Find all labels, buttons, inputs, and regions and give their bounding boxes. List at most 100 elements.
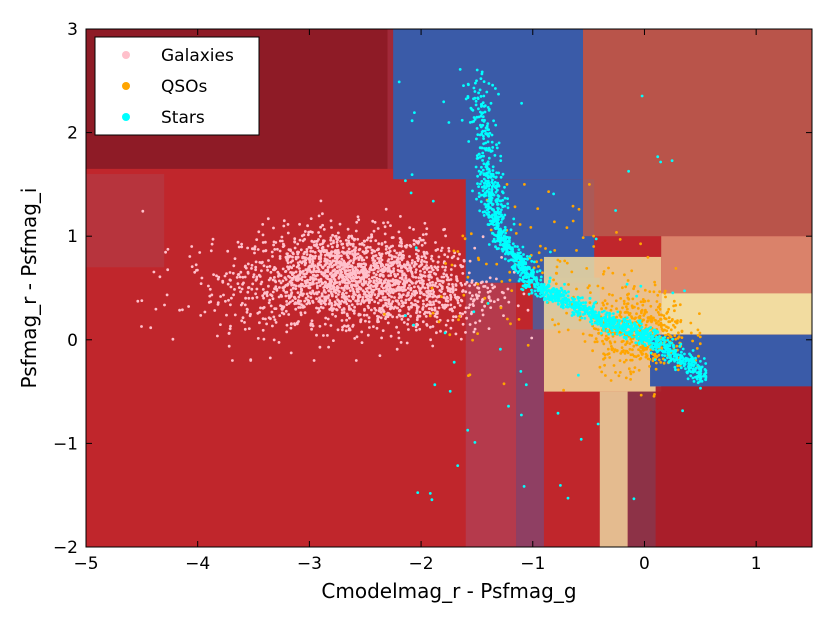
star-point [475, 157, 479, 160]
qso-point [636, 290, 640, 293]
star-point [486, 207, 490, 211]
qso-point [575, 249, 578, 252]
galaxy-point [329, 219, 333, 223]
galaxy-point [380, 242, 384, 245]
galaxy-point [424, 315, 428, 318]
galaxy-point [429, 303, 432, 306]
star-point [523, 276, 527, 279]
galaxy-point [374, 263, 377, 267]
galaxy-point [354, 249, 357, 252]
star-point [700, 365, 704, 369]
star-point [489, 222, 493, 226]
galaxy-point [301, 294, 304, 297]
star-point [474, 165, 478, 169]
star-point [530, 259, 534, 263]
star-point [493, 154, 497, 157]
galaxy-point [216, 277, 220, 281]
qso-point [604, 334, 608, 338]
star-point [671, 357, 674, 361]
galaxy-point [318, 243, 322, 246]
star-point [487, 210, 491, 214]
star-point [542, 288, 546, 291]
galaxy-point [309, 217, 313, 221]
galaxy-point [373, 293, 377, 296]
star-point [560, 293, 564, 296]
galaxy-point [464, 331, 467, 334]
galaxy-point [451, 285, 455, 289]
star-point [491, 83, 494, 87]
galaxy-point [341, 242, 345, 246]
galaxy-point [359, 318, 363, 322]
star-point [491, 146, 495, 149]
galaxy-point [194, 263, 198, 267]
galaxy-point [389, 313, 392, 317]
star-point [484, 194, 488, 197]
qso-point [656, 293, 660, 297]
star-point [556, 411, 560, 415]
galaxy-point [287, 248, 291, 252]
galaxy-point [281, 267, 285, 271]
galaxy-point [407, 328, 410, 331]
star-point [649, 341, 653, 344]
qso-point [597, 331, 601, 335]
star-point [472, 86, 476, 90]
galaxy-point [389, 334, 393, 338]
star-point [501, 172, 505, 176]
galaxy-point [421, 238, 425, 242]
galaxy-point [354, 359, 358, 362]
galaxy-point [291, 259, 294, 263]
galaxy-point [357, 286, 361, 289]
x-axis-ticks: −5 −4 −3 −2 −1 0 1 [73, 29, 762, 574]
star-point [481, 151, 485, 155]
star-point [477, 195, 481, 199]
galaxy-point [332, 339, 335, 342]
star-point [506, 202, 510, 206]
star-point [639, 284, 643, 288]
galaxy-point [326, 317, 330, 321]
qso-point [623, 302, 626, 306]
galaxy-point [346, 266, 350, 269]
qso-point [698, 335, 702, 339]
star-point [456, 464, 460, 467]
galaxy-point [432, 303, 436, 306]
star-point [480, 104, 484, 108]
star-point [691, 349, 695, 352]
galaxy-point [440, 290, 443, 293]
galaxy-point [310, 319, 314, 323]
star-point [481, 123, 485, 127]
galaxy-point [423, 252, 426, 256]
qso-point [657, 323, 661, 327]
galaxy-point [246, 270, 250, 274]
galaxy-point [387, 251, 391, 255]
qso-point [611, 347, 615, 350]
star-point [679, 366, 683, 370]
galaxy-point [393, 296, 396, 299]
qso-point [639, 349, 642, 353]
star-point [458, 68, 462, 71]
galaxy-point [285, 303, 289, 306]
galaxy-point [397, 313, 401, 317]
qso-point [607, 266, 610, 270]
star-point [479, 182, 482, 186]
star-point [630, 335, 634, 339]
star-point [647, 340, 651, 344]
galaxy-point [354, 284, 357, 288]
star-point [471, 108, 475, 112]
galaxy-point [324, 291, 327, 294]
star-point [681, 409, 684, 413]
galaxy-point [431, 259, 435, 263]
qso-point [608, 356, 612, 359]
galaxy-point [247, 286, 251, 289]
qso-point [618, 371, 622, 374]
galaxy-point [270, 250, 274, 254]
galaxy-point [274, 285, 278, 289]
galaxy-point [429, 338, 432, 342]
galaxy-point [367, 320, 371, 324]
galaxy-point [226, 249, 230, 253]
galaxy-point [412, 265, 416, 268]
qso-point [526, 343, 530, 347]
galaxy-point [456, 257, 460, 261]
star-point [545, 289, 549, 293]
galaxy-point [311, 250, 315, 253]
galaxy-point [261, 260, 264, 264]
